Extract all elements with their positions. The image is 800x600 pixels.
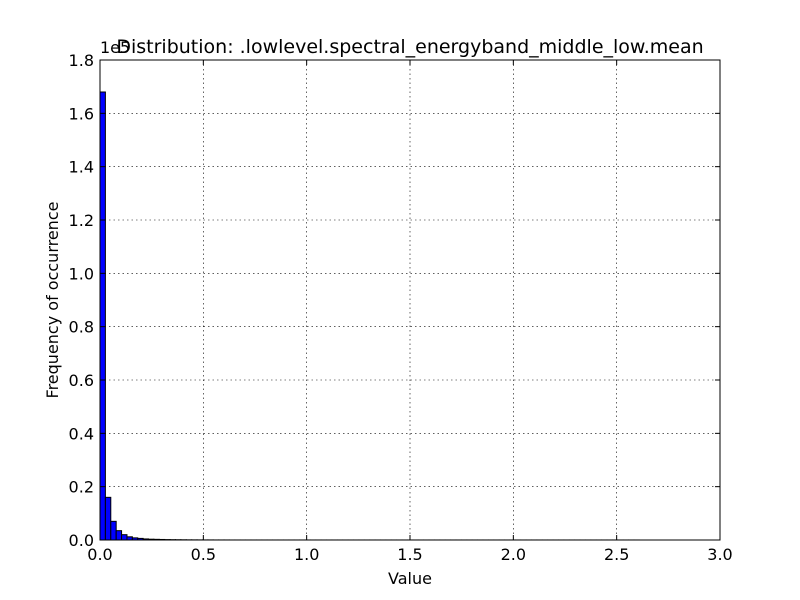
grid-layer [100,60,720,540]
x-tick-label: 2.5 [604,545,629,564]
histogram-bar [121,534,128,541]
x-tick-label: 3.0 [707,545,732,564]
x-tick-label: 1.5 [397,545,422,564]
x-axis-label: Value [388,569,432,588]
y-tick-label: 1.8 [69,51,94,70]
x-tick-label: 0.5 [191,545,216,564]
y-tick-label: 0.2 [69,478,94,497]
y-tick-label: 1.2 [69,211,94,230]
histogram-bar [104,496,112,541]
chart-title: Distribution: .lowlevel.spectral_energyb… [116,36,703,58]
y-tick-label: 1.6 [69,104,94,123]
y-tick-label: 0.6 [69,371,94,390]
y-tick-label: 1.0 [69,264,94,283]
histogram-bar [110,520,117,541]
y-tick-label: 0.8 [69,318,94,337]
bars-layer [99,91,640,541]
y-tick-label: 0.4 [69,424,94,443]
x-tick-label: 0.0 [87,545,112,564]
y-axis-label: Frequency of occurrence [43,202,62,399]
x-tick-label: 2.0 [501,545,526,564]
histogram-bar [99,91,106,541]
y-tick-label: 0.0 [69,531,94,550]
x-tick-label: 1.0 [294,545,319,564]
y-tick-label: 1.4 [69,158,94,177]
ticks-layer: 0.0 0.5 1.0 1.5 2.0 2.5 3.0 0.0 0.2 0.4 0.6 0.8 1.0 1… [69,51,733,564]
y-offset-label: 1e5 [100,38,130,57]
histogram-bar [115,530,123,541]
